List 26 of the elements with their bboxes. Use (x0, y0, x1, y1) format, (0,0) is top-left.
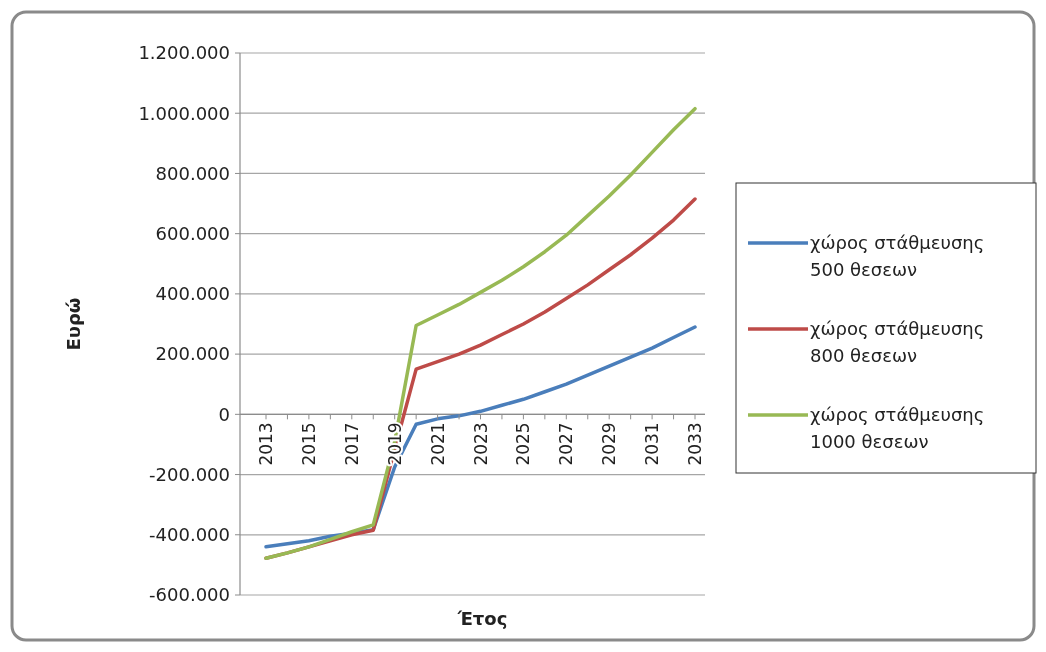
x-axis-title: Έτος (456, 608, 508, 629)
x-tick-label: 2023 (470, 422, 491, 466)
y-tick-label: 200.000 (155, 343, 230, 365)
y-tick-label: 1.200.000 (138, 42, 230, 64)
legend-label: χώρος στάθμευσης 500 θεσεων (810, 232, 985, 281)
x-tick-label: 2015 (298, 422, 319, 466)
x-tick-label: 2021 (427, 422, 448, 466)
legend-label: χώρος στάθμευσης 800 θεσεων (810, 318, 985, 367)
y-tick-label: 0 (218, 403, 230, 425)
y-tick-label: 1.000.000 (138, 102, 230, 124)
x-tick-label: 2025 (513, 422, 534, 466)
y-tick-label: -600.000 (149, 584, 230, 606)
y-tick-label: 600.000 (155, 222, 230, 244)
y-tick-label: -200.000 (149, 463, 230, 485)
y-tick-label: -400.000 (149, 524, 230, 546)
y-tick-label: 800.000 (155, 162, 230, 184)
x-tick-label: 2029 (599, 422, 620, 466)
x-tick-label: 2013 (256, 422, 276, 466)
x-tick-label: 2033 (685, 422, 705, 466)
x-tick-label: 2027 (556, 422, 577, 466)
x-tick-label: 2031 (642, 422, 663, 466)
legend-label: χώρος στάθμευσης 1000 θεσεων (810, 404, 985, 453)
x-tick-label: 2017 (341, 422, 362, 466)
y-axis-title: Ευρώ (63, 297, 84, 351)
y-tick-label: 400.000 (155, 283, 230, 305)
x-tick-label: 2019 (384, 422, 405, 466)
